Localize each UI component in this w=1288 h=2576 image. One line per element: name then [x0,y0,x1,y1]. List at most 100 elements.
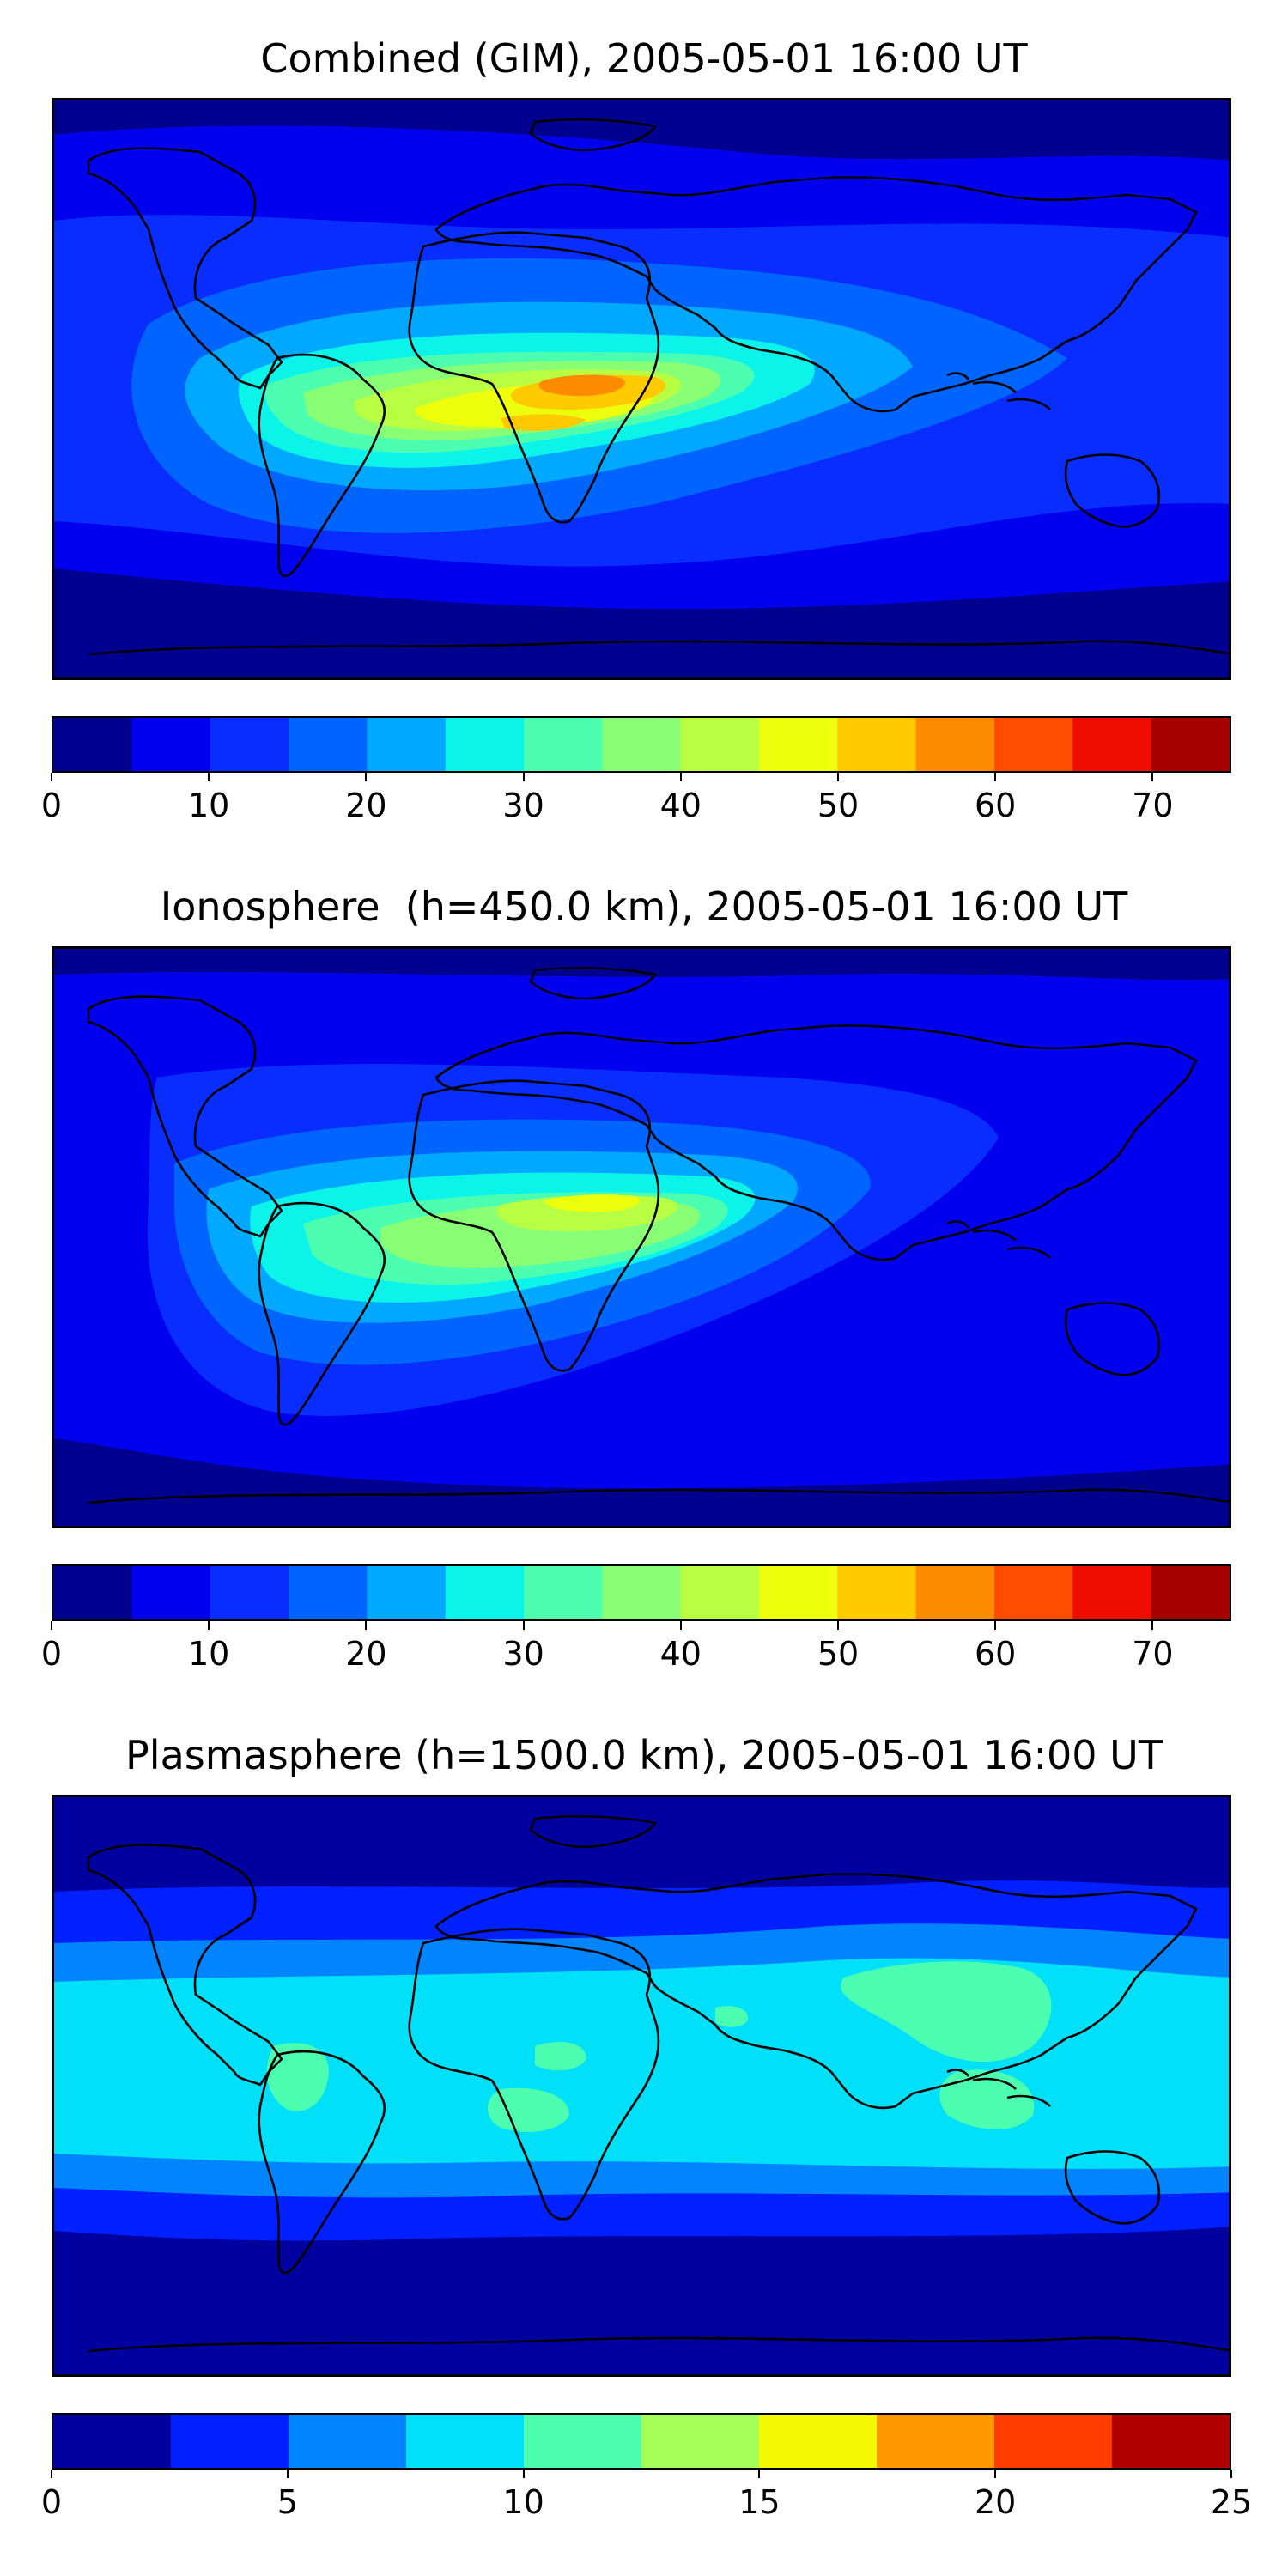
colorbar-tick-mark [994,2470,997,2478]
coastline [946,1220,1051,1259]
tec-contour-level [544,1194,641,1212]
colorbar-tick-label: 30 [502,787,544,824]
coastline [408,1079,660,1372]
colorbar-bin [210,718,289,771]
colorbar-bin [445,1566,525,1619]
colorbar-tick-mark [522,773,525,781]
colorbar-tick-mark [1151,773,1154,781]
coastline [258,1201,386,1426]
colorbar-tick-mark [522,2470,525,2478]
colorbar-tick-label: 10 [502,2483,544,2521]
colorbar-bin [680,1566,760,1619]
colorbar-tick-label: 0 [40,2483,63,2521]
panel-3-tec-contours [54,1797,1229,2374]
colorbar-bin [53,1566,132,1619]
colorbar-tick-mark [679,1621,682,1630]
panel-2-colorbar-bins [53,1566,1230,1619]
colorbar-tick-mark [522,1621,525,1630]
colorbar-tick-label: 0 [40,1635,63,1673]
tec-contour-level [54,1958,1229,2169]
colorbar-tick-mark [365,1621,368,1630]
colorbar-tick-label: 10 [188,1635,230,1673]
panel-2-map [52,946,1231,1528]
coastline [258,2050,386,2275]
colorbar-tick-mark [51,1621,52,1630]
coastline [529,966,657,1000]
panel-3-colorbar-bins [53,2415,1230,2468]
panel-1-map [52,98,1231,680]
colorbar-tick-label: 30 [502,1635,544,1673]
coastline [529,118,657,152]
coastline [408,1928,660,2221]
colorbar-bin [759,2415,878,2468]
colorbar-bin [759,718,838,771]
colorbar-tick-label: 50 [817,1635,860,1673]
colorbar-tick-mark [208,773,210,781]
colorbar-tick-label: 5 [276,2483,298,2521]
colorbar-bin [680,718,760,771]
coastline [1064,1302,1161,1376]
colorbar-bin [994,718,1073,771]
coastline [946,372,1051,410]
colorbar-tick-label: 60 [975,1635,1017,1673]
panel-3-title: Plasmasphere (h=1500.0 km), 2005-05-01 1… [125,1732,1163,1778]
panel-1-title: Combined (GIM), 2005-05-01 16:00 UT [260,35,1028,82]
colorbar-bin [406,2415,525,2468]
tec-contour-level [266,1961,1052,2132]
colorbar-tick-mark [758,2470,761,2478]
colorbar-bin [837,718,917,771]
colorbar-bin [210,1566,289,1619]
colorbar-tick-label: 70 [1132,1635,1174,1673]
colorbar-tick-label: 20 [345,787,387,824]
colorbar-bin [641,2415,760,2468]
colorbar-bin [524,718,603,771]
colorbar-bin [994,2415,1113,2468]
panel-1-colorbar-ticks: 0 10 20 30 40 50 60 70 [41,773,1231,824]
coastline [87,1844,283,2087]
colorbar-tick-mark [1230,2470,1232,2478]
colorbar-tick-mark [286,2470,289,2478]
colorbar-tick-mark [51,2470,52,2478]
panel-3-map [52,1795,1231,2377]
colorbar-bin [289,2415,407,2468]
coastline [434,1873,1198,2110]
panel-1-colorbar [52,716,1231,773]
colorbar-bin [53,718,132,771]
colorbar-bin [289,1566,368,1619]
colorbar-bin [915,718,995,771]
colorbar-bin [171,2415,289,2468]
colorbar-tick-label: 25 [1210,2483,1253,2521]
panel-2-tec-contours [54,949,1229,1526]
coastline [88,640,1229,656]
colorbar-tick-label: 10 [188,787,230,824]
colorbar-tick-mark [365,773,368,781]
coastline [1064,2150,1161,2225]
colorbar-bin [602,718,682,771]
panel-1-colorbar-bins [53,718,1230,771]
panel-2-colorbar [52,1564,1231,1621]
coastline [1064,453,1161,528]
colorbar-bin [994,1566,1073,1619]
colorbar-tick-label: 20 [345,1635,387,1673]
panel-3-colorbar-ticks: 0 5 10 15 20 25 [41,2470,1252,2521]
colorbar-tick-label: 40 [659,1635,702,1673]
colorbar-tick-label: 20 [975,2483,1017,2521]
colorbar-tick-label: 40 [659,787,702,824]
colorbar-tick-label: 15 [738,2483,781,2521]
colorbar-bin [915,1566,995,1619]
colorbar-tick-mark [1151,1621,1154,1630]
colorbar-tick-mark [837,773,839,781]
coastline [88,2336,1229,2353]
coastline [258,353,386,578]
colorbar-tick-mark [679,773,682,781]
coastline [434,176,1198,413]
colorbar-bin [877,2415,995,2468]
coastline [408,231,660,524]
colorbar-bin [1072,718,1152,771]
colorbar-bin [837,1566,917,1619]
colorbar-bin [524,1566,603,1619]
coastline [87,995,283,1238]
panel-2-title: Ionosphere (h=450.0 km), 2005-05-01 16:0… [160,884,1128,930]
coastline [529,1814,657,1849]
tec-contour-level [538,374,625,397]
